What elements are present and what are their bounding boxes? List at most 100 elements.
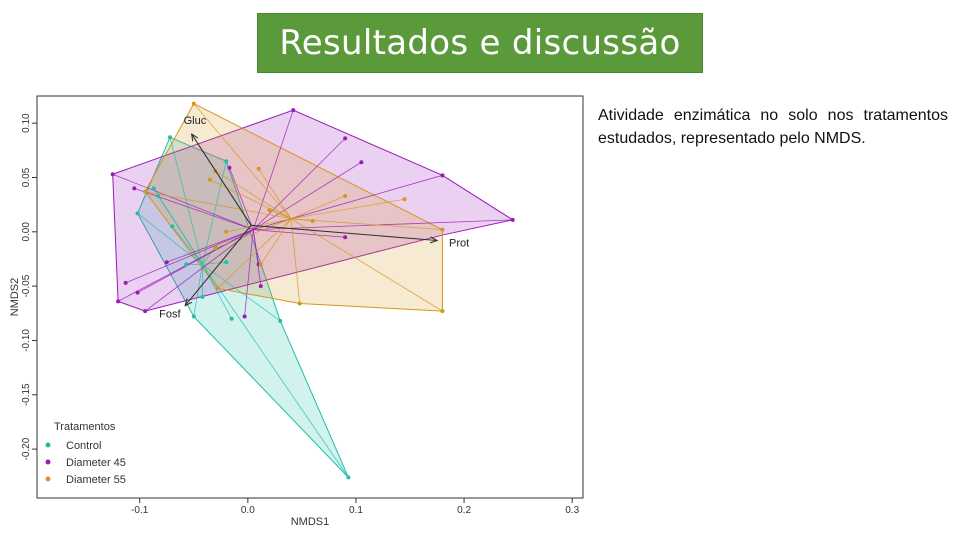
point-diameter-45-16	[242, 314, 247, 319]
slide-title-box: Resultados e discussão	[257, 13, 703, 73]
point-control-1	[224, 159, 229, 164]
y-tick-label-0.00: 0.00	[21, 222, 32, 242]
point-diameter-45-4	[440, 173, 445, 178]
point-control-2	[135, 211, 140, 216]
point-diameter-45-2	[343, 136, 348, 141]
point-diameter-45-1	[291, 108, 296, 113]
point-diameter-55-8	[297, 301, 302, 306]
spider-diameter-55-8	[290, 218, 301, 304]
legend-title: Tratamentos	[54, 421, 116, 433]
point-diameter-55-15	[258, 262, 263, 267]
spider-diameter-55-2	[209, 179, 292, 220]
point-control-0	[167, 135, 172, 140]
point-diameter-55-4	[343, 193, 348, 198]
spider-diameter-55-6	[291, 218, 443, 231]
vector-label-fosf: Fosf	[159, 309, 181, 321]
spider-diameter-55-14	[291, 218, 313, 222]
x-tick-label-0.1: 0.1	[349, 505, 363, 516]
point-diameter-45-3	[359, 160, 364, 165]
spider-control-2	[137, 213, 203, 265]
nmds-chart: Gluc Prot Fosf -0.1 0.0 0.1 0.2 0.3 -0.20 -0.15-…	[0, 90, 590, 530]
spider-diameter-55-7	[290, 218, 443, 312]
plot-frame	[36, 95, 584, 499]
spider-control-11	[202, 264, 349, 478]
point-diameter-55-0	[191, 101, 196, 106]
vector-gluc	[192, 134, 252, 226]
spider-control-10	[202, 264, 281, 322]
slide-title: Resultados e discussão	[279, 23, 681, 63]
x-tick-label-0.3: 0.3	[565, 505, 579, 516]
legend-marker-diameter-45	[45, 459, 51, 465]
point-control-5	[170, 224, 175, 229]
spider-diameter-45-6	[253, 229, 346, 238]
y-axis-title: NMDS2	[9, 278, 21, 317]
spider-diameter-55-10	[145, 191, 292, 220]
point-diameter-45-12	[135, 290, 140, 295]
point-control-10	[278, 318, 283, 323]
point-control-9	[229, 316, 234, 321]
point-diameter-45-15	[164, 260, 169, 265]
y-tick-label--0.05: -0.05	[21, 274, 32, 297]
legend: Tratamentos Control Diameter 45 Diameter 55	[45, 421, 126, 486]
spider-diameter-45-11	[125, 229, 254, 284]
legend-label-diameter-55: Diameter 55	[66, 474, 126, 486]
legend-label-control: Control	[66, 440, 101, 452]
spider-diameter-55-4	[290, 195, 346, 220]
point-diameter-45-9	[258, 284, 263, 289]
point-diameter-55-14	[310, 218, 315, 223]
spider-diameter-55-9	[217, 218, 292, 289]
spider-control-0	[169, 137, 203, 265]
axes-layer: -0.1 0.0 0.1 0.2 0.3 -0.20 -0.15 -0.10 -0.05 0.00…	[9, 113, 580, 528]
point-control-7	[200, 295, 205, 299]
point-control-4	[151, 186, 156, 191]
point-diameter-55-3	[256, 166, 261, 171]
point-diameter-55-13	[267, 208, 272, 213]
y-tick-label-0.10: 0.10	[21, 113, 32, 133]
spider-diameter-45-16	[244, 229, 254, 317]
spider-control-13	[202, 246, 216, 265]
point-control-6	[184, 262, 189, 267]
spider-diameter-55-5	[291, 198, 405, 220]
point-layer	[110, 101, 515, 480]
spider-diameter-45-4	[253, 174, 443, 231]
point-diameter-55-10	[143, 189, 148, 194]
point-diameter-55-7	[440, 309, 445, 314]
y-tick-label-0.05: 0.05	[21, 167, 32, 187]
y-tick-label--0.15: -0.15	[21, 383, 32, 406]
point-control-3	[156, 193, 161, 198]
point-diameter-45-14	[143, 309, 148, 314]
point-diameter-45-11	[123, 280, 128, 285]
spider-diameter-55-1	[215, 170, 292, 220]
point-control-11	[346, 475, 351, 480]
point-diameter-55-2	[207, 177, 212, 182]
spider-diameter-45-9	[252, 229, 262, 287]
vector-label-prot: Prot	[449, 238, 469, 250]
point-diameter-45-0	[110, 172, 115, 177]
y-tick-label--0.10: -0.10	[21, 329, 32, 352]
point-control-12	[224, 260, 229, 265]
x-axis-title: NMDS1	[291, 516, 330, 528]
hull-diameter-45	[112, 109, 515, 312]
spider-diameter-45-3	[253, 161, 362, 230]
spider-diameter-55-12	[215, 218, 292, 249]
point-diameter-45-5	[510, 217, 515, 222]
hull-layer	[112, 102, 515, 478]
x-tick-label-0.0: 0.0	[241, 505, 255, 516]
slide-description: Atividade enzimática no solo nos tratame…	[598, 107, 948, 147]
point-diameter-45-7	[227, 165, 232, 170]
spider-diameter-45-7	[229, 167, 254, 230]
point-diameter-45-6	[343, 235, 348, 240]
point-diameter-55-5	[402, 197, 407, 202]
point-diameter-55-9	[215, 286, 220, 291]
vector-prot	[251, 224, 437, 240]
spider-layer	[112, 103, 513, 478]
spider-control-5	[171, 226, 203, 265]
spider-diameter-45-5	[253, 219, 513, 231]
point-control-8	[191, 314, 196, 319]
point-diameter-55-6	[440, 227, 445, 232]
x-tick-label-0.2: 0.2	[457, 505, 471, 516]
point-diameter-55-12	[213, 246, 218, 251]
spider-diameter-45-0	[112, 173, 254, 231]
spider-diameter-45-15	[166, 229, 254, 263]
